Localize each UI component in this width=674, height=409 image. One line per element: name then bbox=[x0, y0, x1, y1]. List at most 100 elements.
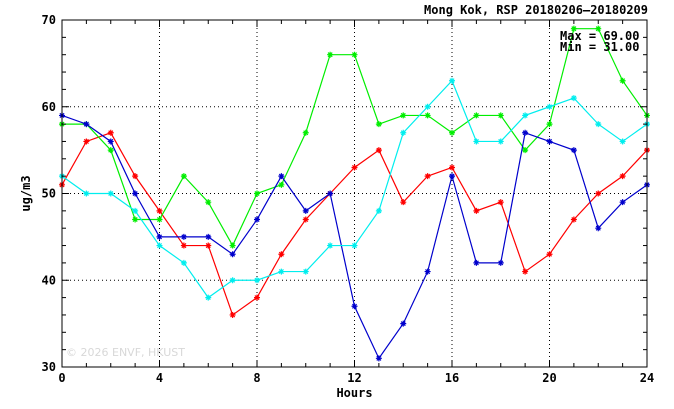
series-line bbox=[61, 79, 648, 299]
data-point-marker bbox=[546, 138, 553, 145]
data-point-marker bbox=[497, 112, 504, 119]
data-point-marker bbox=[156, 216, 163, 223]
data-point-marker bbox=[254, 190, 260, 197]
data-point-marker bbox=[156, 242, 163, 249]
data-point-marker bbox=[595, 190, 602, 197]
data-point-marker bbox=[83, 121, 90, 128]
data-point-marker bbox=[254, 294, 260, 301]
data-point-marker bbox=[424, 103, 431, 110]
grid-lines bbox=[62, 20, 647, 367]
min-annotation: Min = 31.00 bbox=[560, 40, 639, 54]
data-point-marker bbox=[570, 147, 577, 154]
data-point-marker bbox=[132, 173, 139, 180]
data-point-marker bbox=[278, 251, 285, 258]
data-point-marker bbox=[156, 207, 163, 214]
data-point-marker bbox=[351, 51, 358, 58]
data-point-marker bbox=[522, 268, 529, 275]
data-point-marker bbox=[132, 190, 139, 197]
data-point-marker bbox=[424, 173, 431, 180]
data-point-marker bbox=[497, 199, 504, 206]
data-point-marker bbox=[375, 147, 382, 154]
data-point-marker bbox=[375, 121, 382, 128]
data-point-marker bbox=[351, 164, 358, 171]
series-1 bbox=[59, 129, 650, 318]
data-point-marker bbox=[351, 242, 358, 249]
data-point-marker bbox=[546, 121, 553, 128]
data-point-marker bbox=[619, 77, 626, 84]
x-tick-label: 20 bbox=[542, 371, 556, 385]
data-point-marker bbox=[278, 173, 285, 180]
data-point-marker bbox=[302, 129, 309, 136]
data-point-marker bbox=[278, 268, 285, 275]
series-4 bbox=[59, 77, 650, 301]
data-point-marker bbox=[205, 242, 212, 249]
data-point-marker bbox=[254, 277, 260, 284]
data-point-marker bbox=[473, 138, 480, 145]
y-tick-label: 60 bbox=[42, 100, 56, 114]
data-point-marker bbox=[229, 277, 236, 284]
data-point-marker bbox=[180, 259, 187, 266]
x-tick-label: 24 bbox=[640, 371, 654, 385]
data-point-marker bbox=[180, 173, 187, 180]
data-point-marker bbox=[278, 181, 285, 188]
data-point-marker bbox=[473, 112, 480, 119]
data-point-marker bbox=[595, 25, 602, 32]
data-point-marker bbox=[327, 190, 334, 197]
data-point-marker bbox=[619, 173, 626, 180]
data-point-marker bbox=[424, 268, 431, 275]
watermark-text: © 2026 ENVF, HKUST bbox=[66, 346, 185, 359]
data-point-marker bbox=[522, 147, 529, 154]
data-point-marker bbox=[132, 207, 139, 214]
data-point-marker bbox=[205, 233, 212, 240]
data-point-marker bbox=[205, 294, 212, 301]
data-point-marker bbox=[180, 233, 187, 240]
data-point-marker bbox=[619, 138, 626, 145]
max-annotation: Max = 69.00 bbox=[560, 29, 639, 43]
x-tick-label: 0 bbox=[58, 371, 65, 385]
data-point-marker bbox=[497, 259, 504, 266]
data-point-marker bbox=[302, 268, 309, 275]
data-point-marker bbox=[570, 25, 577, 32]
y-tick-label: 70 bbox=[42, 13, 56, 27]
y-tick-label: 40 bbox=[42, 273, 56, 287]
data-point-marker bbox=[400, 199, 407, 206]
chart-title: Mong Kok, RSP 20180206–20180209 bbox=[424, 3, 648, 17]
data-point-marker bbox=[229, 251, 236, 258]
data-point-marker bbox=[449, 164, 455, 171]
data-point-marker bbox=[375, 355, 382, 362]
data-point-marker bbox=[595, 225, 602, 232]
data-point-marker bbox=[83, 190, 90, 197]
data-point-marker bbox=[302, 207, 309, 214]
series-line bbox=[62, 28, 648, 247]
data-point-marker bbox=[424, 112, 431, 119]
data-point-marker bbox=[302, 216, 309, 223]
data-point-marker bbox=[449, 129, 455, 136]
y-tick-label: 50 bbox=[42, 187, 56, 201]
data-point-marker bbox=[107, 147, 114, 154]
data-point-marker bbox=[107, 190, 114, 197]
data-point-marker bbox=[83, 138, 90, 145]
data-point-marker bbox=[400, 112, 407, 119]
y-axis-label: ug/m3 bbox=[19, 175, 33, 211]
x-tick-label: 4 bbox=[156, 371, 163, 385]
data-point-marker bbox=[546, 251, 553, 258]
data-point-marker bbox=[449, 173, 455, 180]
data-point-marker bbox=[327, 51, 334, 58]
data-point-marker bbox=[619, 199, 626, 206]
data-point-marker bbox=[156, 233, 163, 240]
data-point-marker bbox=[522, 129, 529, 136]
data-point-marker bbox=[522, 112, 529, 119]
data-point-marker bbox=[375, 207, 382, 214]
data-point-marker bbox=[570, 216, 577, 223]
data-point-marker bbox=[595, 121, 602, 128]
axis-ticks: 0 4 8 12 16 20 24 30 40 50 60 70 bbox=[42, 13, 655, 385]
data-point-marker bbox=[180, 242, 187, 249]
data-point-marker bbox=[400, 320, 407, 327]
data-point-marker bbox=[473, 259, 480, 266]
x-tick-label: 8 bbox=[253, 371, 260, 385]
data-point-marker bbox=[327, 242, 334, 249]
y-tick-label: 30 bbox=[42, 360, 56, 374]
data-point-marker bbox=[546, 103, 553, 110]
data-point-marker bbox=[449, 77, 455, 84]
data-point-marker bbox=[254, 216, 260, 223]
